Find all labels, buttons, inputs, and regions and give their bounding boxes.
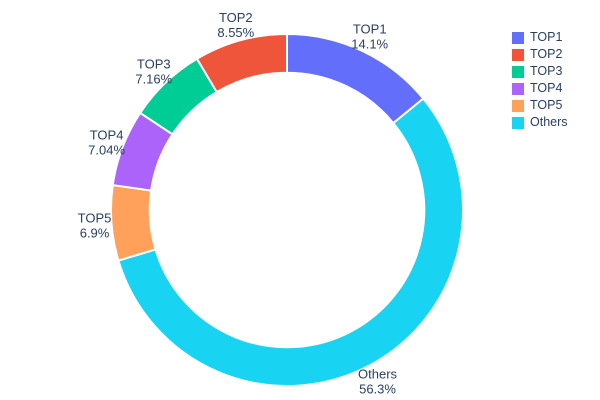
legend-item-others[interactable]: Others	[512, 116, 568, 129]
slice-pct-top5: 6.9%	[80, 225, 110, 240]
legend-swatch-top3	[512, 65, 524, 78]
slice-label-top1: TOP1	[353, 22, 387, 37]
slice-label-others: Others	[358, 366, 398, 381]
legend-swatch-others	[512, 116, 524, 129]
legend-label-top4: TOP4	[530, 81, 563, 95]
slice-label-top5: TOP5	[78, 210, 112, 225]
legend-label-top1: TOP1	[530, 30, 563, 44]
slice-pct-top2: 8.55%	[217, 25, 254, 40]
pie-slice-top5[interactable]	[110, 184, 157, 262]
slice-pct-top3: 7.16%	[135, 71, 172, 86]
slice-label-top3: TOP3	[137, 56, 171, 71]
legend-swatch-top4	[512, 82, 524, 95]
slice-pct-top1: 14.1%	[351, 37, 388, 52]
pie-slice-top2[interactable]	[195, 33, 288, 94]
legend-swatch-top1	[512, 31, 524, 44]
slice-pct-others: 56.3%	[359, 381, 396, 396]
legend-swatch-top5	[512, 99, 524, 112]
legend-label-top5: TOP5	[530, 98, 563, 112]
legend-item-top3[interactable]: TOP3	[512, 65, 568, 78]
legend-item-top4[interactable]: TOP4	[512, 82, 568, 95]
legend-item-top1[interactable]: TOP1	[512, 31, 568, 44]
legend-label-others: Others	[530, 115, 568, 129]
pie-slice-others[interactable]	[117, 97, 464, 387]
legend-item-top5[interactable]: TOP5	[512, 99, 568, 112]
slice-label-top2: TOP2	[219, 10, 253, 25]
slice-label-top4: TOP4	[90, 127, 124, 142]
legend: TOP1 TOP2 TOP3 TOP4 TOP5 Others	[512, 31, 568, 129]
legend-swatch-top2	[512, 48, 524, 61]
legend-label-top2: TOP2	[530, 47, 563, 61]
slice-pct-top4: 7.04%	[88, 142, 125, 157]
legend-label-top3: TOP3	[530, 64, 563, 78]
legend-item-top2[interactable]: TOP2	[512, 48, 568, 61]
